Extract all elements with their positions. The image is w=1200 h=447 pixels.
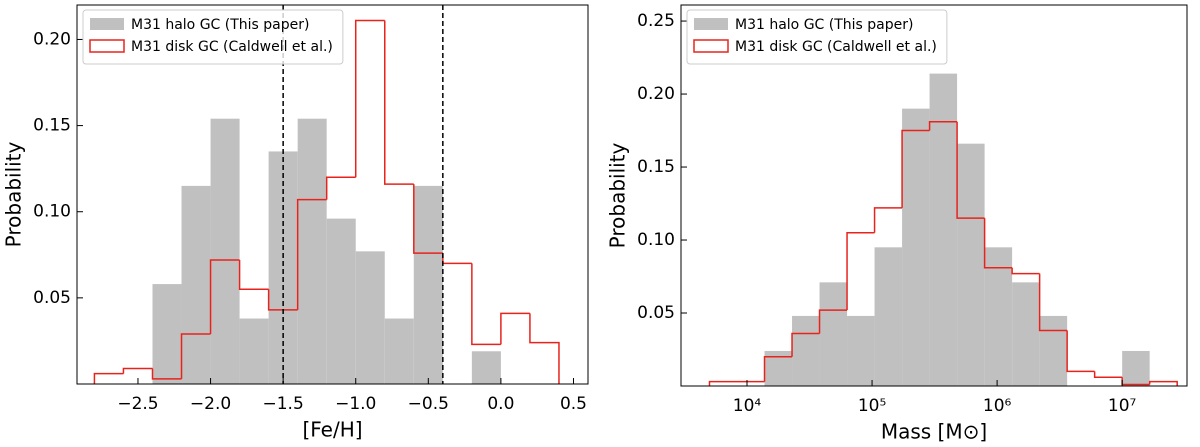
hist-step (1148, 380, 1178, 386)
legend-swatch (89, 39, 125, 53)
hist-step (956, 121, 985, 219)
legend-box (82, 9, 344, 65)
x-tick-label: −0.5 (408, 394, 449, 414)
hist-bar (792, 315, 820, 386)
hist-step (122, 367, 153, 374)
hist-step (1093, 371, 1123, 378)
legend-label: M31 disk GC (Caldwell et al.) (735, 39, 937, 55)
hist-bar (1012, 282, 1040, 386)
hist-step (708, 380, 738, 386)
hist-bar (297, 118, 327, 384)
hist-bar (819, 282, 848, 386)
hist-step (818, 309, 848, 334)
hist-step (928, 121, 958, 131)
y-tick-label: 0.05 (637, 303, 675, 323)
hist-step (1011, 267, 1040, 275)
x-tick-label: 10⁶ (983, 396, 1012, 416)
hist-step (529, 313, 560, 384)
hist-step (763, 356, 793, 382)
y-tick-label: 0.15 (33, 116, 71, 136)
legend-label: M31 disk GC (Caldwell et al.) (131, 39, 333, 55)
legend: M31 halo GC (This paper) M31 disk GC (Cal… (82, 9, 344, 65)
hist-step (93, 372, 124, 384)
hist-step (471, 263, 501, 346)
y-tick-label: 0.10 (33, 202, 71, 222)
axes-frame (76, 4, 589, 385)
hist-bar (902, 108, 930, 386)
x-tick-label: −2.0 (190, 394, 231, 414)
hist-bar (384, 318, 414, 384)
y-tick-label: 0.20 (637, 84, 675, 104)
hist-bar (239, 318, 269, 384)
hist-bar (326, 218, 356, 384)
hist-bar (181, 185, 211, 384)
x-tick-label: −1.0 (335, 394, 376, 414)
hist-step (846, 231, 875, 311)
y-tick-label: 0.05 (33, 288, 71, 308)
hist-step (791, 332, 820, 357)
y-tick-label: 0.15 (637, 157, 675, 177)
hist-step (1066, 330, 1095, 373)
hist-bar (471, 351, 501, 384)
hist-bar (355, 251, 385, 384)
x-axis-label: Mass [M⊙] (881, 420, 987, 444)
y-tick-label: 0.20 (33, 29, 71, 49)
hist-step (296, 198, 327, 310)
x-tick-label: 0.5 (560, 394, 587, 414)
hist-bar (874, 247, 903, 386)
hist-bar (929, 73, 958, 386)
hist-step (901, 129, 930, 208)
legend-swatch (693, 39, 729, 53)
hist-bar (152, 284, 182, 384)
hist-step (442, 253, 472, 265)
hist-step (209, 259, 240, 335)
x-tick-label: 10⁵ (858, 396, 886, 416)
x-tick-label: −2.5 (117, 394, 158, 414)
hist-bar (1039, 315, 1068, 386)
hist-step (354, 19, 385, 178)
hist-step (238, 259, 269, 290)
hist-step (500, 312, 530, 345)
hist-step (267, 289, 298, 311)
panel: −2.5 −2.0 −1.5 −1.0 −0.5 0.0 0.5 0.05 0.10 0.15 0.… (2, 4, 589, 442)
hist-bar (210, 118, 240, 384)
y-tick-label: 0.25 (637, 11, 675, 31)
hist-bar (984, 247, 1013, 386)
x-tick-label: 0.0 (487, 394, 514, 414)
hist-step (180, 333, 211, 379)
legend-swatch (90, 18, 124, 30)
hist-step (1038, 273, 1068, 332)
panel: 10⁴ 10⁵ 10⁶ 10⁷ 0.05 0.10 0.15 0.20 0.25 Mass [M⊙… (606, 4, 1188, 444)
x-tick-label: −1.5 (263, 394, 304, 414)
hist-bar (413, 185, 443, 384)
y-tick-label: 0.10 (637, 230, 675, 250)
x-tick-label: 10⁷ (1108, 396, 1137, 416)
hist-bar (957, 143, 985, 386)
hist-step (983, 218, 1013, 269)
hist-step (413, 184, 443, 254)
hist-step (384, 20, 414, 185)
hist-bar (1122, 350, 1150, 386)
hist-step (873, 207, 903, 233)
x-tick-label: 10⁴ (733, 396, 762, 416)
legend-label: M31 halo GC (This paper) (735, 17, 913, 33)
legend: M31 halo GC (This paper) M31 disk GC (Cal… (686, 9, 948, 65)
x-axis-label: [Fe/H] (302, 418, 362, 442)
legend-swatch (694, 18, 728, 30)
hist-step (325, 176, 356, 200)
y-axis-label: Probability (606, 142, 630, 248)
y-axis-label: Probability (2, 141, 26, 247)
axes-frame (680, 4, 1188, 387)
hist-bar (847, 315, 875, 386)
legend-box (686, 9, 948, 65)
hist-step (151, 368, 182, 380)
legend-label: M31 halo GC (This paper) (131, 17, 309, 33)
